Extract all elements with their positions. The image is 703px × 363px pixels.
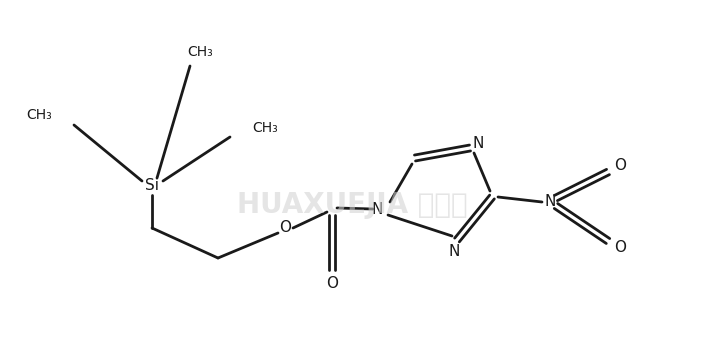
Text: O: O	[614, 240, 626, 254]
Text: O: O	[279, 220, 291, 236]
Text: N: N	[371, 201, 382, 216]
Text: N: N	[472, 136, 484, 151]
Text: CH₃: CH₃	[26, 108, 52, 122]
Text: O: O	[614, 159, 626, 174]
Text: N: N	[544, 195, 555, 209]
Text: HUAXUEJIA 化学加: HUAXUEJIA 化学加	[237, 191, 467, 219]
Text: CH₃: CH₃	[187, 45, 213, 59]
Text: Si: Si	[145, 179, 159, 193]
Text: CH₃: CH₃	[252, 121, 278, 135]
Text: N: N	[449, 245, 460, 260]
Text: O: O	[326, 277, 338, 291]
